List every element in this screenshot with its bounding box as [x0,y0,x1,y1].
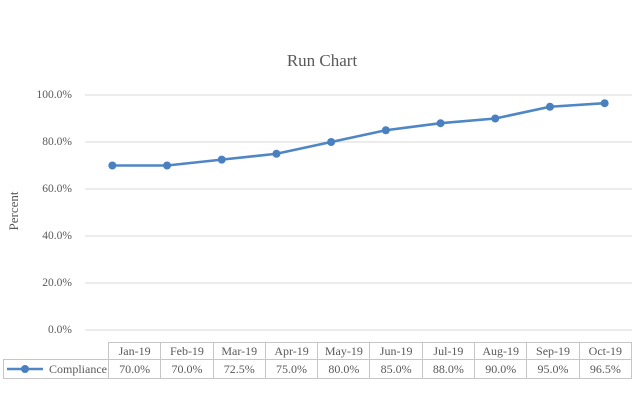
data-point-marker [545,102,554,111]
month-header-cell: Jan-19 [108,342,161,359]
data-point-marker [217,155,226,164]
value-cell: 80.0% [317,360,369,378]
data-point-marker [381,126,390,135]
month-header-cell: May-19 [317,342,370,359]
month-header-cell: Mar-19 [212,342,265,359]
data-point-marker [163,161,172,170]
month-header-cell: Oct-19 [578,342,632,359]
compliance-series-line [112,101,605,167]
chart-data-table: Jan-19 Feb-19 Mar-19 Apr-19 May-19 Jun-19 Jul-… [3,342,632,379]
value-cell: 90.0% [474,360,526,378]
data-point-marker [108,161,117,170]
month-header-cell: Jul-19 [421,342,475,359]
compliance-series-legend-key-icon [7,365,43,373]
data-table-series-row: Compliance 70.0% 70.0% 72.5% 75.0% 80.0% 85.0… [3,359,632,379]
data-point-marker [491,114,500,123]
month-header-cell: Jun-19 [369,342,422,359]
data-point-marker [436,119,445,128]
data-point-marker [600,99,609,108]
y-tick-label: 100.0% [36,89,72,101]
y-tick-label: 80.0% [42,136,72,148]
month-header-cell: Sep-19 [526,342,579,359]
month-header-cell: Feb-19 [160,342,213,359]
value-cell: 75.0% [264,360,317,378]
series-name-label: Compliance [49,361,107,376]
y-tick-label: 60.0% [42,183,72,195]
data-table-header-row: Jan-19 Feb-19 Mar-19 Apr-19 May-19 Jun-19 Jul-… [3,342,632,359]
data-point-marker [327,138,336,146]
chart-title: Run Chart [286,51,358,70]
month-header-cell: Apr-19 [264,342,318,359]
value-cell: 72.5% [212,360,265,378]
y-tick-label: 0.0% [48,324,72,336]
value-cell: 70.0% [160,360,212,378]
value-cell: 88.0% [421,360,474,378]
value-cell: 70.0% [108,360,160,378]
data-point-marker [272,149,281,158]
month-header-cell: Aug-19 [474,342,527,359]
value-cell: 85.0% [369,360,421,378]
value-cell: 96.5% [578,360,632,378]
data-table-corner-cell [3,342,108,359]
y-tick-label: 20.0% [42,277,72,289]
legend-cell: Compliance [3,360,108,378]
y-tick-label: 40.0% [42,230,72,242]
value-cell: 95.0% [526,360,578,378]
